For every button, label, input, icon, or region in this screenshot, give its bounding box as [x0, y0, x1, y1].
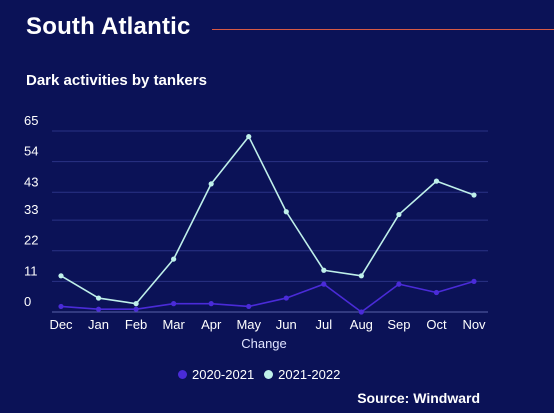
legend-swatch-2020-2021 — [178, 370, 187, 379]
data-point-2021-2022 — [246, 133, 252, 140]
data-point-2020-2021 — [321, 281, 327, 287]
chart-subtitle: Dark activities by tankers — [26, 72, 207, 89]
data-point-2020-2021 — [358, 309, 364, 315]
series-line-2021-2022 — [60, 135, 475, 305]
series-line-2020-2021 — [60, 280, 475, 313]
x-tick-label: Jan — [88, 317, 109, 332]
data-point-2021-2022 — [358, 273, 364, 279]
chart-legend: 2020-2021 2021-2022 — [178, 367, 340, 382]
y-tick-label: 11 — [24, 263, 38, 278]
data-point-2020-2021 — [208, 301, 214, 307]
y-tick-label: 22 — [24, 233, 38, 248]
page-title: South Atlantic — [26, 13, 191, 40]
legend-label-2021-2022: 2021-2022 — [278, 367, 341, 382]
data-point-2021-2022 — [396, 211, 402, 218]
x-tick-label: Jul — [316, 317, 333, 332]
y-tick-label: 33 — [24, 202, 38, 217]
y-tick-label: 65 — [24, 113, 38, 128]
x-tick-label: Mar — [162, 317, 185, 332]
x-tick-label: Dec — [49, 317, 73, 332]
data-point-2021-2022 — [471, 192, 477, 198]
data-point-2020-2021 — [433, 289, 440, 296]
legend-label-2020-2021: 2020-2021 — [192, 367, 255, 382]
data-point-2021-2022 — [95, 295, 102, 301]
y-tick-label: 43 — [24, 174, 38, 189]
data-point-2020-2021 — [396, 281, 402, 287]
data-point-2021-2022 — [58, 273, 64, 279]
x-tick-label: Nov — [462, 317, 486, 332]
source-credit: Source: Windward — [357, 390, 480, 406]
data-point-2021-2022 — [283, 209, 289, 215]
y-tick-label: 54 — [24, 144, 38, 159]
data-point-2020-2021 — [95, 306, 102, 312]
data-point-2020-2021 — [471, 278, 477, 284]
x-tick-label: Oct — [426, 317, 447, 332]
data-point-2021-2022 — [433, 178, 440, 184]
data-point-2020-2021 — [246, 303, 252, 310]
data-point-2020-2021 — [58, 303, 64, 310]
x-axis-label: Change — [241, 336, 287, 351]
x-tick-label: Jun — [276, 317, 297, 332]
data-point-2021-2022 — [171, 256, 177, 262]
x-tick-label: May — [236, 317, 261, 332]
x-tick-label: Feb — [125, 317, 147, 332]
data-point-2021-2022 — [133, 301, 139, 307]
data-point-2021-2022 — [208, 181, 214, 187]
x-tick-label: Aug — [350, 317, 373, 332]
data-point-2020-2021 — [171, 301, 177, 307]
data-point-2021-2022 — [321, 267, 327, 273]
data-point-2020-2021 — [133, 306, 139, 312]
x-tick-label: Sep — [387, 317, 410, 332]
title-divider — [212, 29, 554, 30]
legend-item-2021-2022[interactable]: 2021-2022 — [264, 367, 340, 382]
x-tick-label: Apr — [201, 317, 222, 332]
legend-item-2020-2021[interactable]: 2020-2021 — [178, 367, 254, 382]
y-tick-label: 0 — [24, 294, 31, 309]
legend-swatch-2021-2022 — [264, 370, 274, 379]
data-point-2020-2021 — [283, 295, 289, 301]
